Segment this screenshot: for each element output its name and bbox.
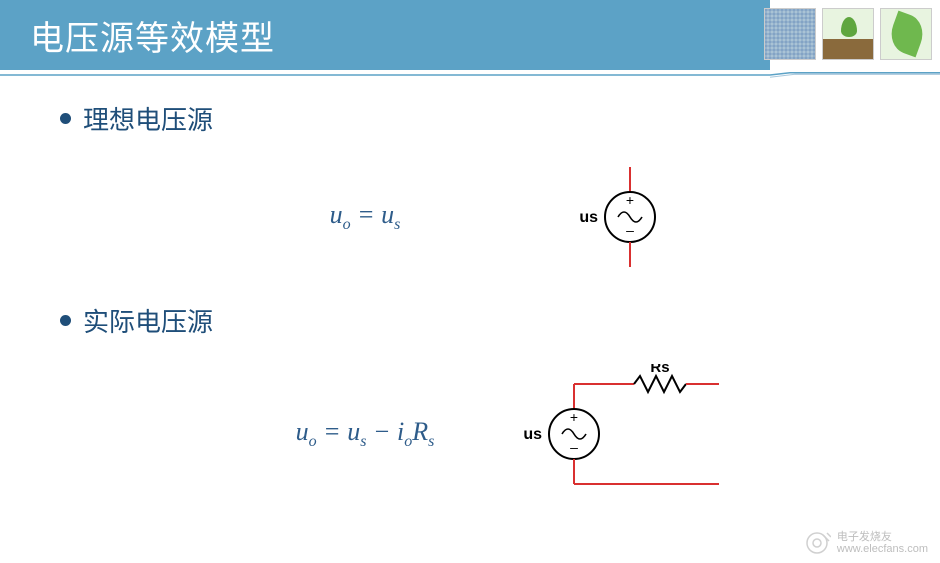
thumb-sprout [822, 8, 874, 60]
svg-text:+: + [626, 192, 634, 208]
bullet-icon [60, 315, 71, 326]
footer-url: www.elecfans.com [837, 543, 928, 555]
source-label: us [580, 209, 599, 226]
thumb-leaf [880, 8, 932, 60]
bullet-label: 实际电压源 [83, 302, 213, 339]
footer-brand: 电子发烧友 [837, 531, 928, 543]
resistor-label: Rs [651, 364, 670, 376]
formula-ideal: uo = us [330, 200, 401, 234]
footer: 电子发烧友 www.elecfans.com [803, 529, 928, 557]
header-divider [0, 72, 940, 78]
equation-area-2: uo = us − ioRs Rs + – us [60, 364, 880, 504]
formula-text: uo = us [330, 200, 401, 229]
section-real: 实际电压源 uo = us − ioRs Rs + [60, 302, 880, 504]
diagram-ideal-source: + – us [510, 162, 710, 272]
svg-text:+: + [570, 409, 578, 425]
bullet-row: 理想电压源 [60, 100, 880, 137]
footer-text: 电子发烧友 www.elecfans.com [837, 531, 928, 555]
header-bar: 电压源等效模型 [0, 0, 770, 70]
bullet-label: 理想电压源 [83, 100, 213, 137]
bullet-icon [60, 113, 71, 124]
section-ideal: 理想电压源 uo = us + – us [60, 100, 880, 272]
source-label: us [524, 426, 543, 443]
formula-text: uo = us − ioRs [296, 417, 435, 446]
footer-logo-icon [803, 529, 831, 557]
thumb-grid [764, 8, 816, 60]
slide-title: 电压源等效模型 [30, 11, 275, 60]
svg-text:–: – [626, 222, 634, 238]
header-thumbnails [764, 8, 932, 60]
content-area: 理想电压源 uo = us + – us [0, 70, 940, 504]
equation-area-1: uo = us + – us [60, 162, 880, 272]
diagram-real-source: Rs + – us [504, 364, 704, 504]
formula-real: uo = us − ioRs [296, 417, 435, 451]
bullet-row: 实际电压源 [60, 302, 880, 339]
svg-text:–: – [570, 439, 578, 455]
